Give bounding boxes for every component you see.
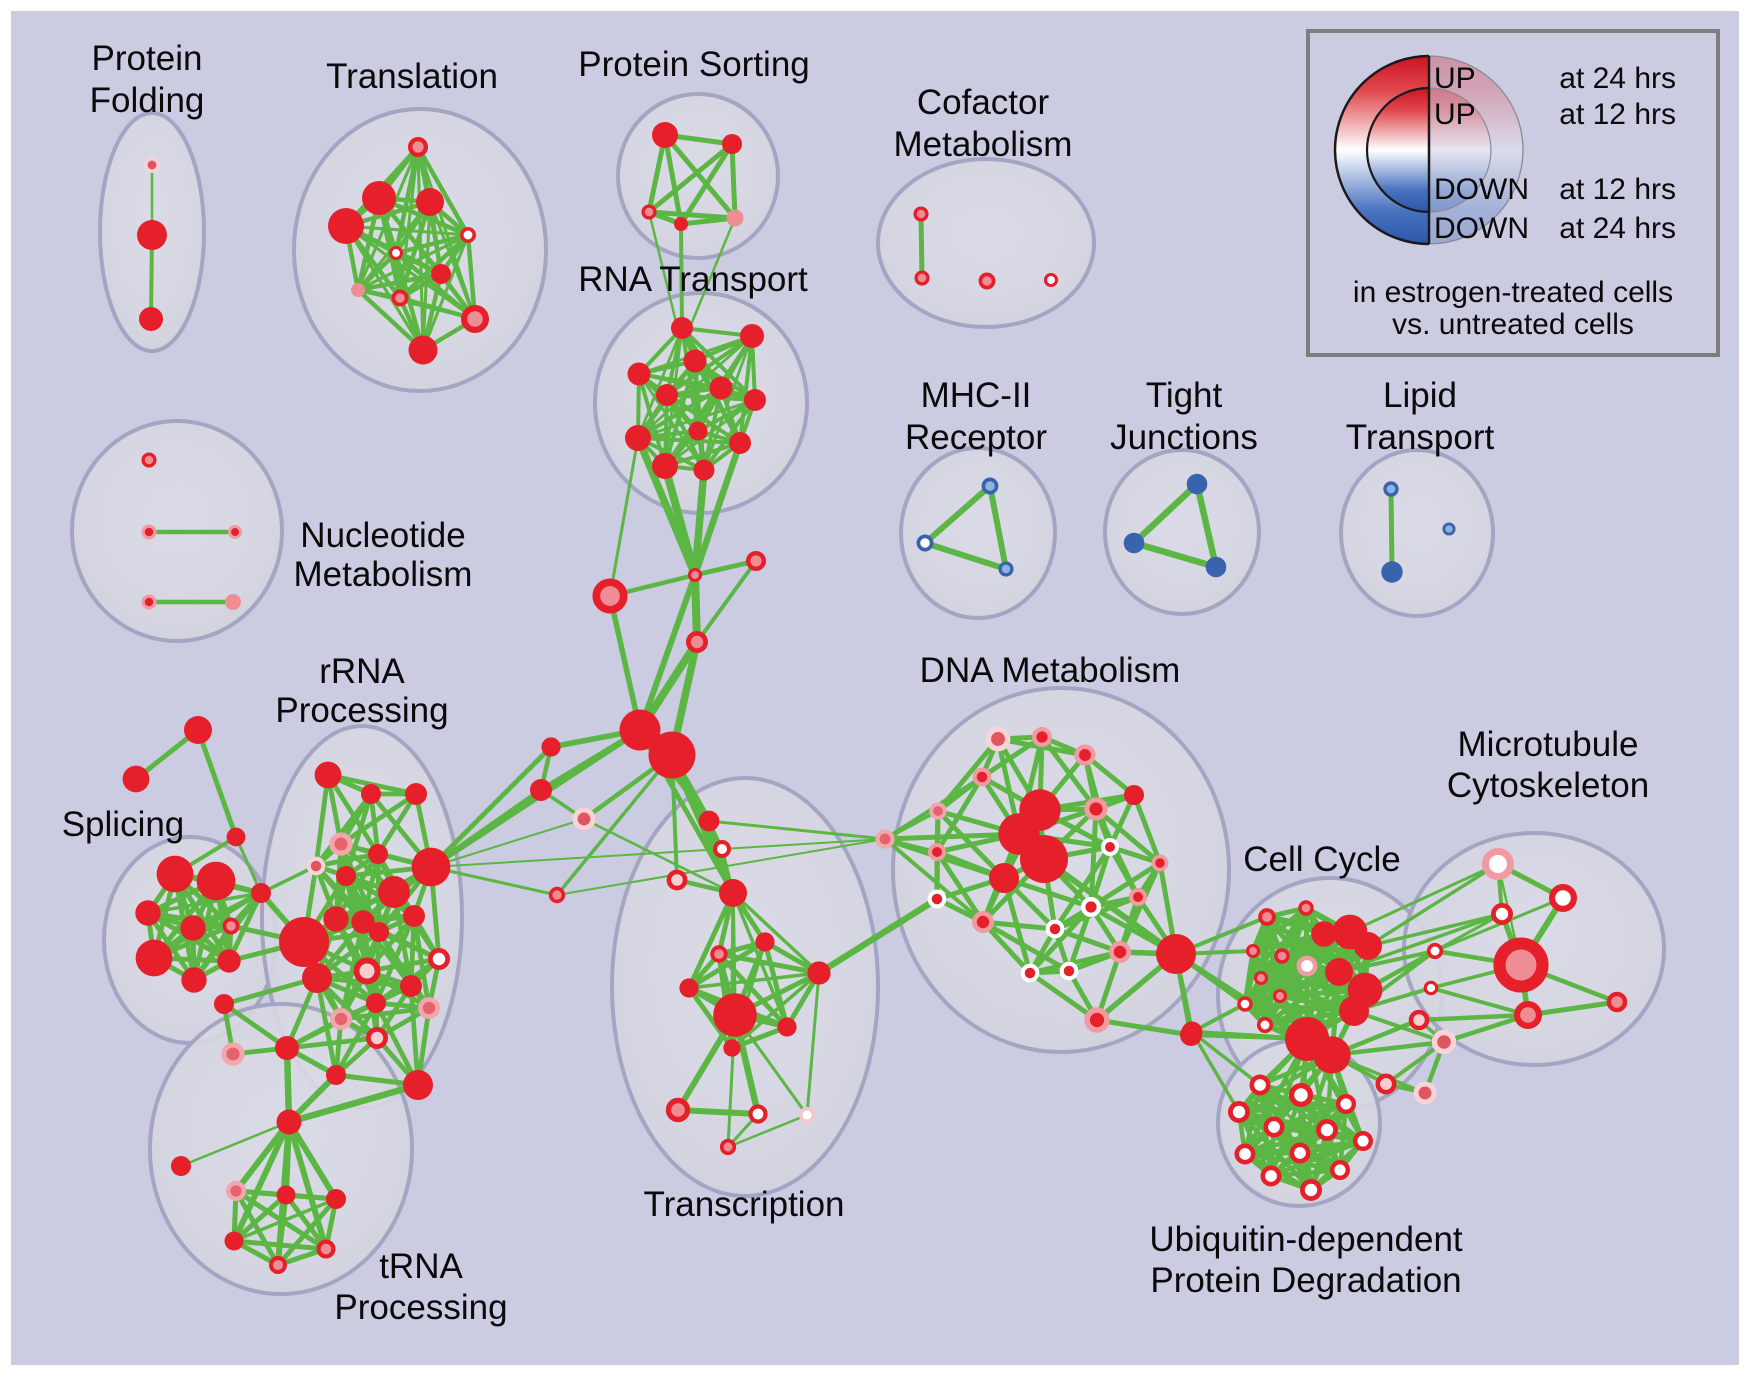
svg-text:Cofactor: Cofactor [917,83,1050,122]
svg-text:Lipid: Lipid [1383,376,1457,415]
svg-text:Cell Cycle: Cell Cycle [1243,840,1401,879]
svg-text:at 12 hrs: at 12 hrs [1559,98,1676,131]
svg-text:DOWN: DOWN [1434,173,1529,206]
svg-text:Folding: Folding [90,81,205,120]
svg-text:at 12 hrs: at 12 hrs [1559,173,1676,206]
svg-text:Transport: Transport [1346,418,1495,457]
svg-text:DNA Metabolism: DNA Metabolism [920,651,1181,690]
svg-text:vs. untreated cells: vs. untreated cells [1392,308,1634,341]
svg-text:Ubiquitin-dependent: Ubiquitin-dependent [1149,1220,1463,1259]
svg-text:Translation: Translation [326,57,498,96]
svg-text:DOWN: DOWN [1434,212,1529,245]
svg-text:Metabolism: Metabolism [894,125,1073,164]
svg-text:Processing: Processing [275,691,448,730]
svg-text:Receptor: Receptor [905,418,1047,457]
svg-text:Splicing: Splicing [62,805,185,844]
svg-text:UP: UP [1434,62,1476,95]
svg-text:Protein Degradation: Protein Degradation [1150,1261,1461,1300]
svg-text:tRNA: tRNA [379,1247,463,1286]
svg-text:Cytoskeleton: Cytoskeleton [1447,766,1649,805]
svg-text:UP: UP [1434,98,1476,131]
svg-text:Microtubule: Microtubule [1458,725,1639,764]
svg-text:Protein: Protein [92,39,203,78]
svg-text:Protein Sorting: Protein Sorting [578,45,810,84]
svg-text:Processing: Processing [334,1288,507,1327]
svg-text:Nucleotide: Nucleotide [300,516,465,555]
svg-text:at 24 hrs: at 24 hrs [1559,212,1676,245]
svg-text:RNA Transport: RNA Transport [578,260,808,299]
svg-text:at 24 hrs: at 24 hrs [1559,62,1676,95]
svg-text:Junctions: Junctions [1110,418,1258,457]
svg-text:Metabolism: Metabolism [294,555,473,594]
svg-text:Transcription: Transcription [644,1185,845,1224]
svg-text:rRNA: rRNA [319,652,405,691]
svg-text:Tight: Tight [1146,376,1223,415]
svg-text:in estrogen-treated cells: in estrogen-treated cells [1353,276,1673,309]
svg-text:MHC-II: MHC-II [921,376,1032,415]
